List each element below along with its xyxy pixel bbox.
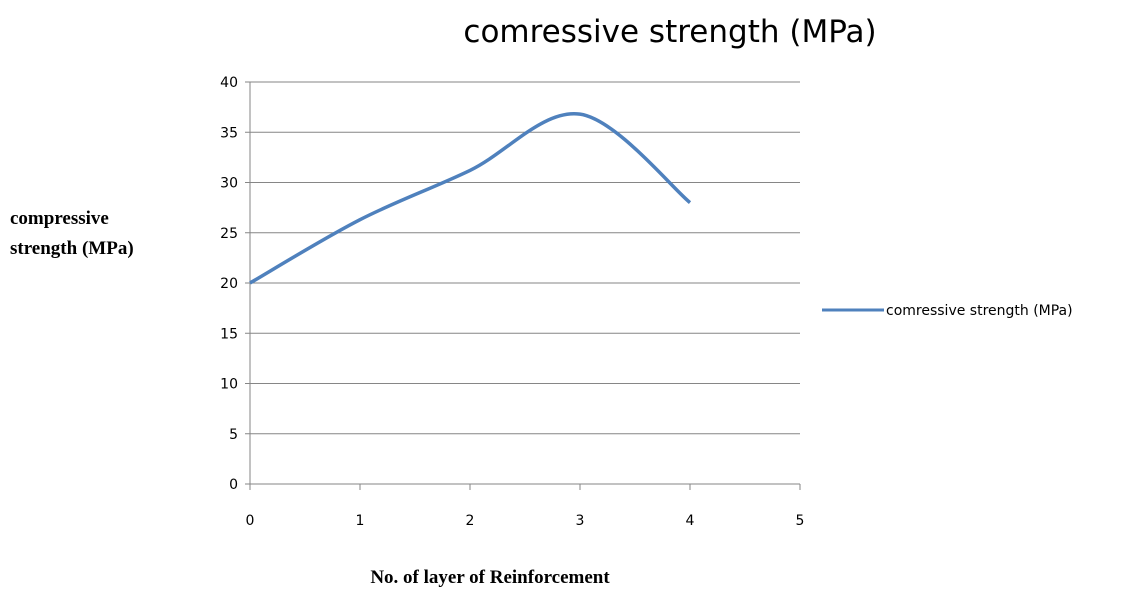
legend: comressive strength (MPa) bbox=[822, 303, 1073, 319]
y-tick-labels: 0 5 10 15 20 25 30 35 40 bbox=[220, 75, 238, 493]
chart-title: comressive strength (MPa) bbox=[463, 14, 876, 50]
x-tick-label: 0 bbox=[246, 513, 255, 529]
y-tick-label: 25 bbox=[220, 226, 238, 242]
y-tick-label: 35 bbox=[220, 125, 238, 141]
y-tick-label: 5 bbox=[229, 427, 238, 443]
x-tick-label: 3 bbox=[576, 513, 585, 529]
y-tick-label: 15 bbox=[220, 326, 238, 342]
y-tick-label: 0 bbox=[229, 477, 238, 493]
y-tick-label: 20 bbox=[220, 276, 238, 292]
y-tick-label: 30 bbox=[220, 176, 238, 192]
y-tick-label: 10 bbox=[220, 377, 238, 393]
series-line-0 bbox=[249, 112, 692, 285]
series-lines bbox=[249, 112, 692, 285]
x-tick-labels: 0 1 2 3 4 5 bbox=[246, 513, 805, 529]
x-tick-label: 1 bbox=[356, 513, 365, 529]
x-tick-label: 2 bbox=[466, 513, 475, 529]
y-axis-title: compressive strength (MPa) bbox=[10, 208, 134, 259]
y-axis-title-line-1: compressive bbox=[10, 208, 109, 229]
y-tick-label: 40 bbox=[220, 75, 238, 91]
x-tick-label: 4 bbox=[686, 513, 695, 529]
x-tick-label: 5 bbox=[796, 513, 805, 529]
y-axis-title-line-2: strength (MPa) bbox=[10, 238, 134, 259]
legend-label: comressive strength (MPa) bbox=[886, 303, 1073, 319]
gridlines bbox=[250, 81, 800, 435]
axes bbox=[245, 81, 801, 490]
x-axis-title: No. of layer of Reinforcement bbox=[370, 567, 610, 588]
